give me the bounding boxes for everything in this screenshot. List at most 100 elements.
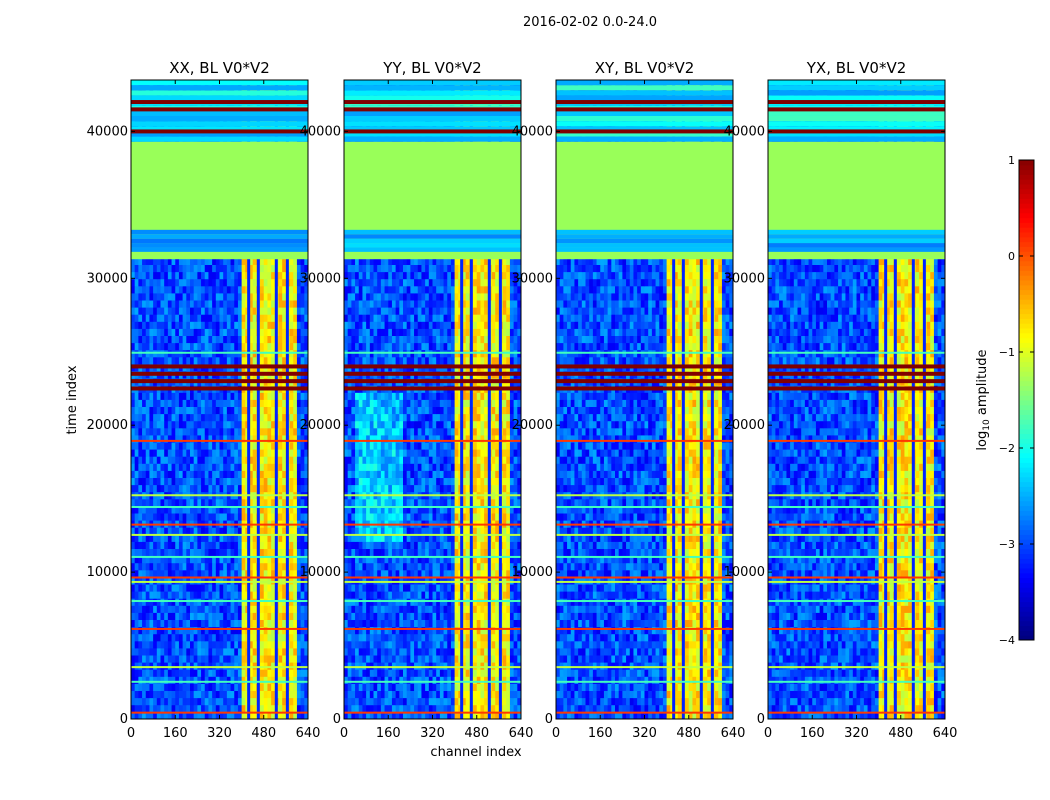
- heatmap-cell: [226, 577, 231, 585]
- heatmap-cell: [156, 406, 161, 415]
- heatmap-cell: [406, 690, 411, 699]
- heatmap-cell: [282, 264, 287, 273]
- heatmap-cell: [153, 591, 158, 599]
- heatmap-cell: [249, 300, 254, 308]
- heatmap-cell: [164, 257, 169, 265]
- heatmap-cell: [171, 314, 176, 322]
- heatmap-cell: [476, 683, 481, 691]
- heatmap-cell: [190, 278, 195, 287]
- heatmap-cell: [190, 598, 195, 606]
- heatmap-cell: [156, 285, 161, 294]
- heatmap-cell: [506, 690, 511, 699]
- heatmap-cell: [175, 591, 180, 599]
- heatmap-cell: [260, 569, 265, 578]
- heatmap-cell: [182, 342, 187, 351]
- heatmap-cell: [197, 704, 202, 713]
- heatmap-cell: [495, 633, 500, 642]
- heatmap-cell: [197, 662, 202, 670]
- heatmap-cell: [197, 435, 202, 443]
- heatmap-cell: [178, 271, 184, 280]
- heatmap-cell: [263, 711, 268, 720]
- heatmap-cell: [153, 676, 158, 684]
- heatmap-cell: [156, 626, 161, 635]
- heatmap-cell: [215, 513, 220, 521]
- heatmap-cell: [267, 477, 272, 486]
- heatmap-cell: [249, 591, 254, 599]
- heatmap-cell: [131, 456, 136, 464]
- heatmap-cell: [260, 711, 265, 720]
- heatmap-cell: [300, 356, 305, 365]
- heatmap-cell: [145, 342, 150, 351]
- heatmap-cell: [193, 534, 198, 542]
- heatmap-cell: [267, 676, 272, 684]
- heatmap-cell: [473, 697, 478, 706]
- heatmap-cell: [215, 541, 220, 549]
- heatmap-cell: [230, 342, 235, 351]
- heatmap-cell: [263, 314, 268, 322]
- heatmap-cell: [241, 264, 246, 273]
- heatmap-cell: [267, 584, 272, 592]
- heatmap-cell: [304, 420, 309, 429]
- heatmap-cell: [160, 484, 165, 493]
- heatmap-cell: [252, 711, 257, 720]
- heatmap-cell: [178, 619, 184, 628]
- heatmap-cell: [358, 669, 363, 677]
- heatmap-cell: [175, 456, 180, 464]
- heatmap-cell: [215, 449, 220, 457]
- heatmap-cell: [230, 442, 235, 450]
- heatmap-cell: [271, 264, 276, 273]
- saturated-row: [131, 371, 308, 376]
- heatmap-cell: [190, 420, 195, 429]
- heatmap-cell: [241, 285, 246, 294]
- heatmap-cell: [145, 477, 150, 486]
- heatmap-cell: [260, 307, 265, 315]
- heatmap-cell: [178, 577, 184, 585]
- heatmap-cell: [237, 356, 243, 365]
- heatmap-cell: [484, 669, 489, 677]
- heatmap-cell: [263, 612, 268, 620]
- heatmap-cell: [267, 342, 272, 351]
- heatmap-cell: [491, 669, 496, 677]
- heatmap-cell: [226, 605, 231, 613]
- heatmap-cell: [417, 704, 422, 713]
- heatmap-cell: [366, 697, 371, 706]
- heatmap-cell: [145, 314, 150, 322]
- heatmap-cell: [215, 406, 220, 415]
- heatmap-cell: [201, 655, 206, 663]
- heatmap-cell: [134, 605, 139, 613]
- heatmap-cell: [201, 399, 206, 407]
- heatmap-cell: [271, 335, 276, 344]
- heatmap-cell: [153, 449, 158, 457]
- heatmap-cell: [267, 662, 272, 670]
- heatmap-cell: [241, 335, 246, 344]
- heatmap-cell: [193, 264, 198, 273]
- heatmap-cell: [223, 435, 228, 443]
- heatmap-cell: [289, 619, 294, 628]
- heatmap-cell: [304, 662, 309, 670]
- heatmap-cell: [282, 612, 287, 620]
- heatmap-cell: [513, 697, 518, 706]
- heatmap-cell: [436, 669, 441, 677]
- heatmap-cell: [145, 605, 150, 613]
- heatmap-cell: [138, 591, 143, 599]
- heatmap-cell: [204, 626, 209, 635]
- heatmap-cell: [190, 328, 195, 336]
- heatmap-cell: [388, 633, 393, 642]
- heatmap-cell: [234, 420, 239, 429]
- heatmap-cell: [443, 669, 448, 677]
- heatmap-cell: [454, 690, 459, 699]
- heatmap-cell: [282, 321, 287, 329]
- heatmap-cell: [182, 598, 187, 606]
- heatmap-cell: [237, 676, 243, 684]
- heatmap-cell: [197, 697, 202, 706]
- heatmap-cell: [149, 633, 154, 642]
- heatmap-cell: [484, 711, 489, 720]
- heatmap-cell: [436, 711, 441, 720]
- heatmap-cell: [230, 605, 235, 613]
- heatmap-cell: [201, 541, 206, 549]
- heatmap-cell: [212, 477, 217, 486]
- heatmap-cell: [204, 648, 209, 656]
- heatmap-cell: [219, 314, 224, 322]
- heatmap-cell: [304, 605, 309, 613]
